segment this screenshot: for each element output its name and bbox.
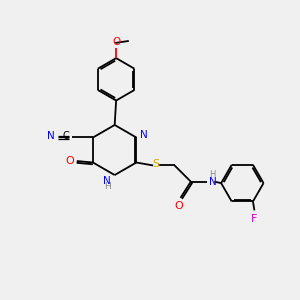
Text: O: O bbox=[65, 156, 74, 166]
Text: C: C bbox=[63, 131, 69, 141]
Text: F: F bbox=[251, 214, 258, 224]
Text: O: O bbox=[175, 201, 183, 211]
Text: N: N bbox=[209, 177, 217, 187]
Text: H: H bbox=[104, 182, 111, 191]
Text: N: N bbox=[140, 130, 148, 140]
Text: O: O bbox=[112, 37, 120, 47]
Text: H: H bbox=[209, 170, 215, 179]
Text: S: S bbox=[152, 159, 159, 169]
Text: N: N bbox=[47, 131, 55, 141]
Text: N: N bbox=[103, 176, 111, 186]
